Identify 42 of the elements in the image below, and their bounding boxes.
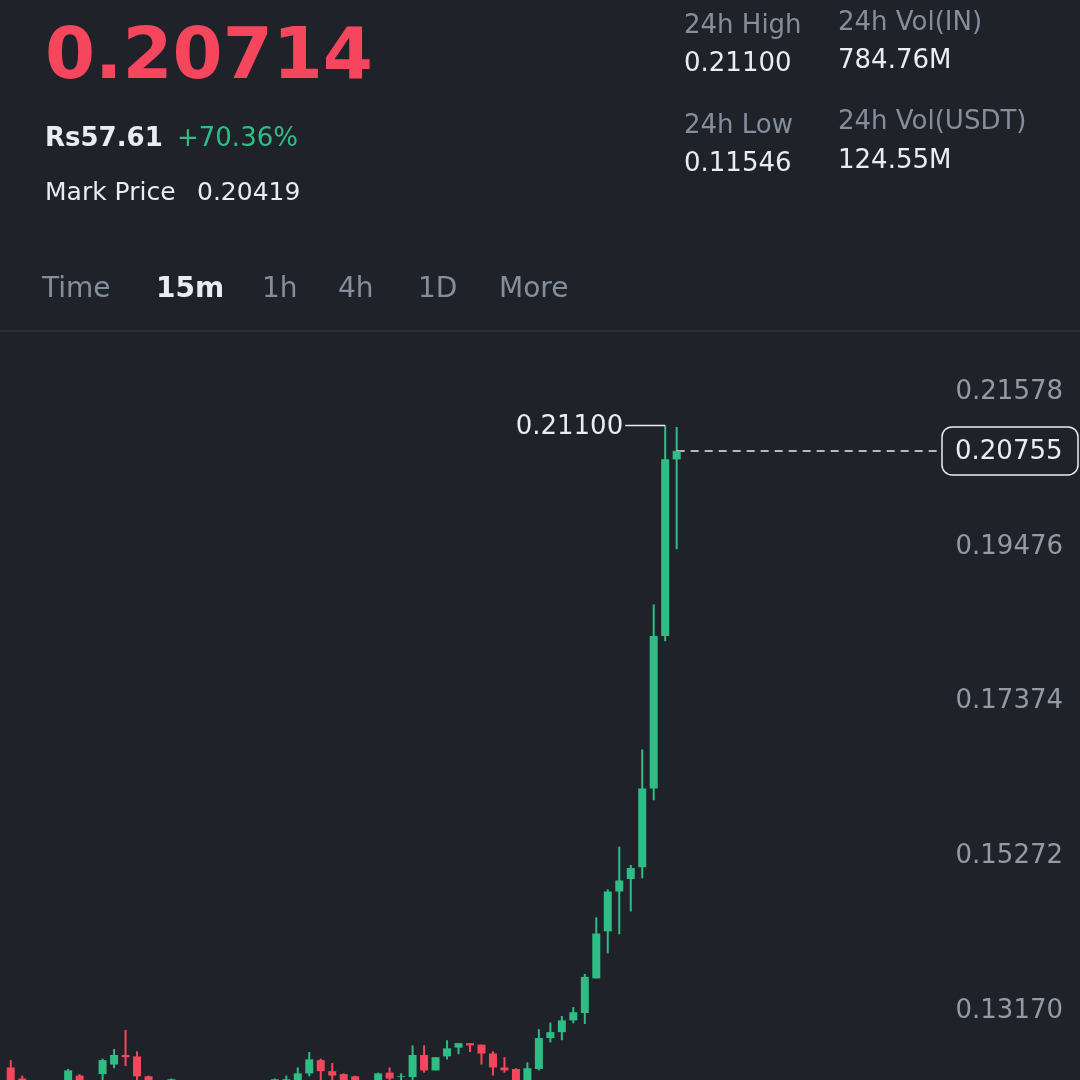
- candlestick: [98, 1057, 107, 1080]
- candlestick: [316, 1057, 325, 1080]
- candlestick: [615, 845, 624, 936]
- candlestick: [672, 425, 681, 551]
- candlestick: [133, 1050, 142, 1080]
- text: 4h: [338, 271, 374, 304]
- text: 24h Low: [684, 109, 794, 139]
- candlestick: [305, 1051, 314, 1078]
- candlestick: [408, 1044, 417, 1080]
- text: 0.20419: [197, 177, 301, 206]
- candlestick: [488, 1050, 497, 1077]
- text: +70.36%: [177, 122, 298, 152]
- y-tick-label: 0.15272: [955, 839, 1064, 870]
- y-tick-label: 0.17374: [955, 684, 1064, 715]
- text: 0.21100: [684, 47, 792, 77]
- candlestick: [6, 1059, 15, 1080]
- text: 1D: [418, 271, 458, 304]
- candlestick: [557, 1014, 566, 1042]
- candlestick: [397, 1072, 406, 1080]
- text: 1h: [262, 271, 298, 304]
- text: Mark Price: [45, 177, 176, 206]
- y-tick-label: 0.19476: [955, 529, 1064, 560]
- text: Rs57.61: [45, 122, 163, 152]
- y-tick-label: 0.13170: [955, 993, 1064, 1024]
- text: More: [499, 271, 569, 304]
- candlestick: [626, 864, 635, 913]
- text: Time: [41, 271, 111, 304]
- candlestick: [546, 1021, 555, 1044]
- y-tick-label: 0.21578: [955, 374, 1064, 405]
- text: 0.11546: [684, 147, 792, 177]
- candlestick: [110, 1048, 119, 1070]
- candlestick: [420, 1044, 429, 1074]
- annotation: 0.21100: [515, 409, 624, 440]
- text: 24h Vol(USDT): [838, 105, 1027, 135]
- text: 15m: [156, 271, 225, 304]
- text: 24h High: [684, 9, 802, 39]
- text: 24h Vol(IN): [838, 6, 983, 36]
- text: 124.55M: [838, 144, 952, 174]
- ref-line-label: 0.20755: [955, 434, 1063, 465]
- text: 784.76M: [838, 44, 952, 74]
- text: 0.20714: [45, 11, 373, 95]
- candlestick: [443, 1039, 452, 1061]
